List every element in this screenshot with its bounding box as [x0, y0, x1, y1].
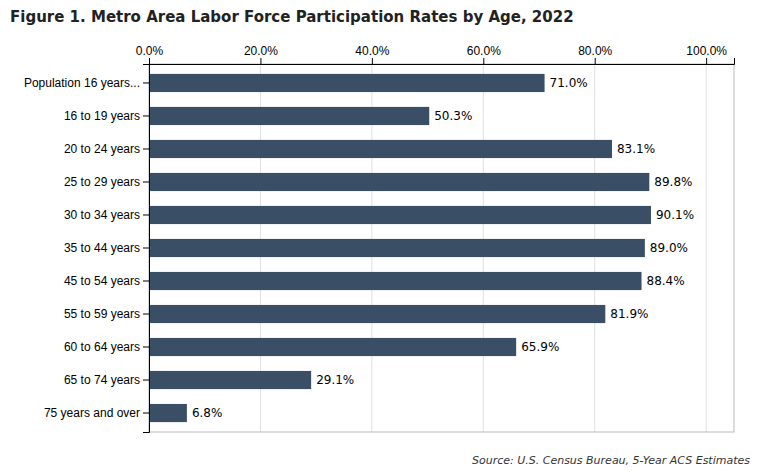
x-tick-label: 100.0%	[686, 44, 727, 58]
y-tick-label: 75 years and over	[44, 406, 140, 420]
y-tick-label: 20 to 24 years	[64, 142, 140, 156]
bars	[149, 74, 651, 422]
y-tick: 65 to 74 years	[64, 373, 149, 387]
y-tick: Population 16 years...	[24, 76, 149, 90]
y-tick-label: 45 to 54 years	[64, 274, 140, 288]
y-tick: 75 years and over	[44, 406, 149, 420]
y-tick-mark	[143, 314, 149, 315]
grid-line	[706, 64, 707, 432]
data-label: 6.8%	[192, 406, 223, 420]
bar	[149, 239, 645, 257]
y-tick-label: 30 to 34 years	[64, 208, 140, 222]
data-label: 88.4%	[647, 274, 685, 288]
y-tick-mark	[143, 214, 149, 215]
x-tick-label: 20.0%	[244, 44, 278, 58]
x-tick-mark	[372, 58, 373, 64]
plot-frame	[149, 64, 734, 432]
y-tick-label: 55 to 59 years	[64, 307, 140, 321]
x-tick-mark	[260, 58, 261, 64]
x-tick: 60.0%	[467, 44, 501, 64]
bar	[149, 107, 429, 125]
data-label: 83.1%	[617, 142, 655, 156]
data-label: 81.9%	[610, 307, 648, 321]
y-tick: 30 to 34 years	[64, 208, 149, 222]
x-tick: 80.0%	[578, 44, 612, 64]
data-label: 50.3%	[434, 109, 472, 123]
x-tick: 0.0%	[136, 44, 164, 64]
x-tick-mark	[149, 58, 150, 64]
y-tick: 60 to 64 years	[64, 340, 149, 354]
y-tick: 25 to 29 years	[64, 175, 149, 189]
bar	[149, 173, 649, 191]
y-tick: 20 to 24 years	[64, 142, 149, 156]
bar	[149, 206, 651, 224]
bar	[149, 404, 187, 422]
x-tick-mark	[595, 58, 596, 64]
y-tick-label: 60 to 64 years	[64, 340, 140, 354]
data-label: 29.1%	[316, 373, 354, 387]
data-labels: 71.0% 50.3% 83.1% 89.8% 90.1% 89.0% 88.4% 81.9%…	[192, 76, 694, 420]
y-axis-line	[143, 65, 150, 433]
y-tick-mark	[143, 347, 149, 348]
grid	[149, 64, 706, 432]
data-label: 65.9%	[521, 340, 559, 354]
y-tick-mark	[143, 248, 149, 249]
y-tick-label: 25 to 29 years	[64, 175, 140, 189]
bar	[149, 74, 545, 92]
y-tick-label: 35 to 44 years	[64, 241, 140, 255]
y-tick-label: Population 16 years...	[24, 76, 140, 90]
title: Figure 1. Metro Area Labor Force Partici…	[10, 8, 574, 26]
y-axis: Population 16 years... 16 to 19 years 20 t…	[24, 65, 150, 433]
x-tick-label: 60.0%	[467, 44, 501, 58]
x-tick-mark	[706, 58, 707, 64]
y-tick: 35 to 44 years	[64, 241, 149, 255]
y-tick: 16 to 19 years	[64, 109, 149, 123]
chart: Figure 1. Metro Area Labor Force Partici…	[0, 0, 758, 472]
y-tick-label: 65 to 74 years	[64, 373, 140, 387]
data-label: 71.0%	[550, 76, 588, 90]
plot: 71.0% 50.3% 83.1% 89.8% 90.1% 89.0% 88.4% 81.9%…	[24, 44, 735, 433]
x-axis-line	[150, 58, 735, 65]
annotation: Source: U.S. Census Bureau, 5-Year ACS E…	[472, 454, 750, 467]
y-tick-mark	[143, 281, 149, 282]
x-tick-label: 80.0%	[578, 44, 612, 58]
x-tick: 100.0%	[686, 44, 727, 64]
x-tick: 20.0%	[244, 44, 278, 64]
y-tick-mark	[143, 115, 149, 116]
x-tick-label: 0.0%	[136, 44, 164, 58]
bar	[149, 371, 311, 389]
data-label: 90.1%	[656, 208, 694, 222]
y-tick: 45 to 54 years	[64, 274, 149, 288]
x-axis: 0.0% 20.0% 40.0% 60.0% 80.0% 100.0%	[136, 44, 735, 65]
x-tick: 40.0%	[355, 44, 389, 64]
y-tick: 55 to 59 years	[64, 307, 149, 321]
y-tick-mark	[143, 181, 149, 182]
y-tick-mark	[143, 148, 149, 149]
data-label: 89.0%	[650, 241, 688, 255]
data-label: 89.8%	[654, 175, 692, 189]
y-tick-mark	[143, 413, 149, 414]
x-tick-mark	[483, 58, 484, 64]
y-tick-mark	[143, 380, 149, 381]
bar	[149, 140, 612, 158]
bar	[149, 272, 642, 290]
bar	[149, 338, 516, 356]
x-tick-label: 40.0%	[355, 44, 389, 58]
y-tick-mark	[143, 82, 149, 83]
bar	[149, 305, 605, 323]
y-tick-label: 16 to 19 years	[64, 109, 140, 123]
